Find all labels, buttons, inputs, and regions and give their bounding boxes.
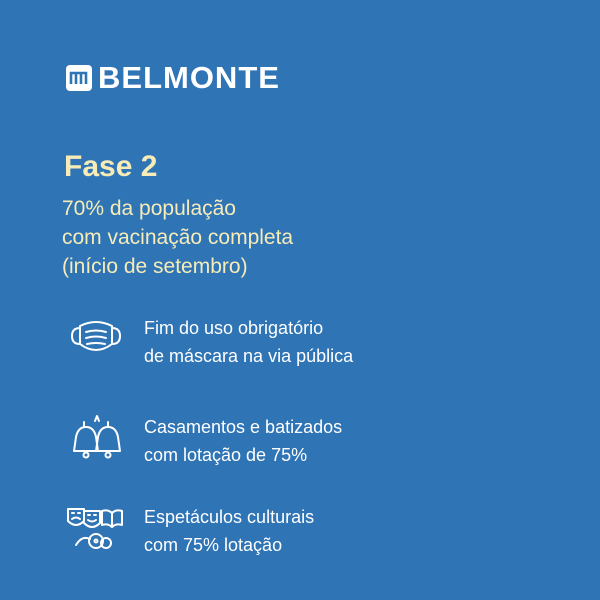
list-item-text: Fim do uso obrigatório de máscara na via… <box>144 314 353 370</box>
wedding-bells-icon <box>73 415 121 459</box>
list-item-line: Fim do uso obrigatório <box>144 318 324 338</box>
list-item-text: Casamentos e batizados com lotação de 75… <box>144 413 342 469</box>
theater-masks-icon <box>67 508 123 549</box>
list-item-line: Casamentos e batizados <box>144 417 343 437</box>
phase-subtitle-line: com vacinação completa <box>62 226 294 249</box>
list-item-line: Espetáculos culturais <box>144 507 315 527</box>
phase-subtitle-line: (início de setembro) <box>62 255 248 278</box>
list-item-line: de máscara na via pública <box>144 346 354 366</box>
phase-title: Fase 2 <box>64 150 158 183</box>
brand-logo: BELMONTE <box>66 62 280 93</box>
phase-subtitle-line: 70% da população <box>62 197 236 220</box>
list-item-weddings: Casamentos e batizados com lotação de 75… <box>66 413 342 465</box>
face-mask-icon <box>71 321 121 351</box>
brand-name: BELMONTE <box>98 60 280 95</box>
belmonte-logo-icon <box>66 64 92 91</box>
list-item-mask: Fim do uso obrigatório de máscara na via… <box>66 314 353 366</box>
phase-subtitle: 70% da população com vacinação completa … <box>62 194 293 281</box>
list-item-text: Espetáculos culturais com 75% lotação <box>144 503 314 559</box>
list-item-line: com lotação de 75% <box>144 445 308 465</box>
list-item-line: com 75% lotação <box>144 535 283 555</box>
list-item-shows: Espetáculos culturais com 75% lotação <box>66 503 314 555</box>
